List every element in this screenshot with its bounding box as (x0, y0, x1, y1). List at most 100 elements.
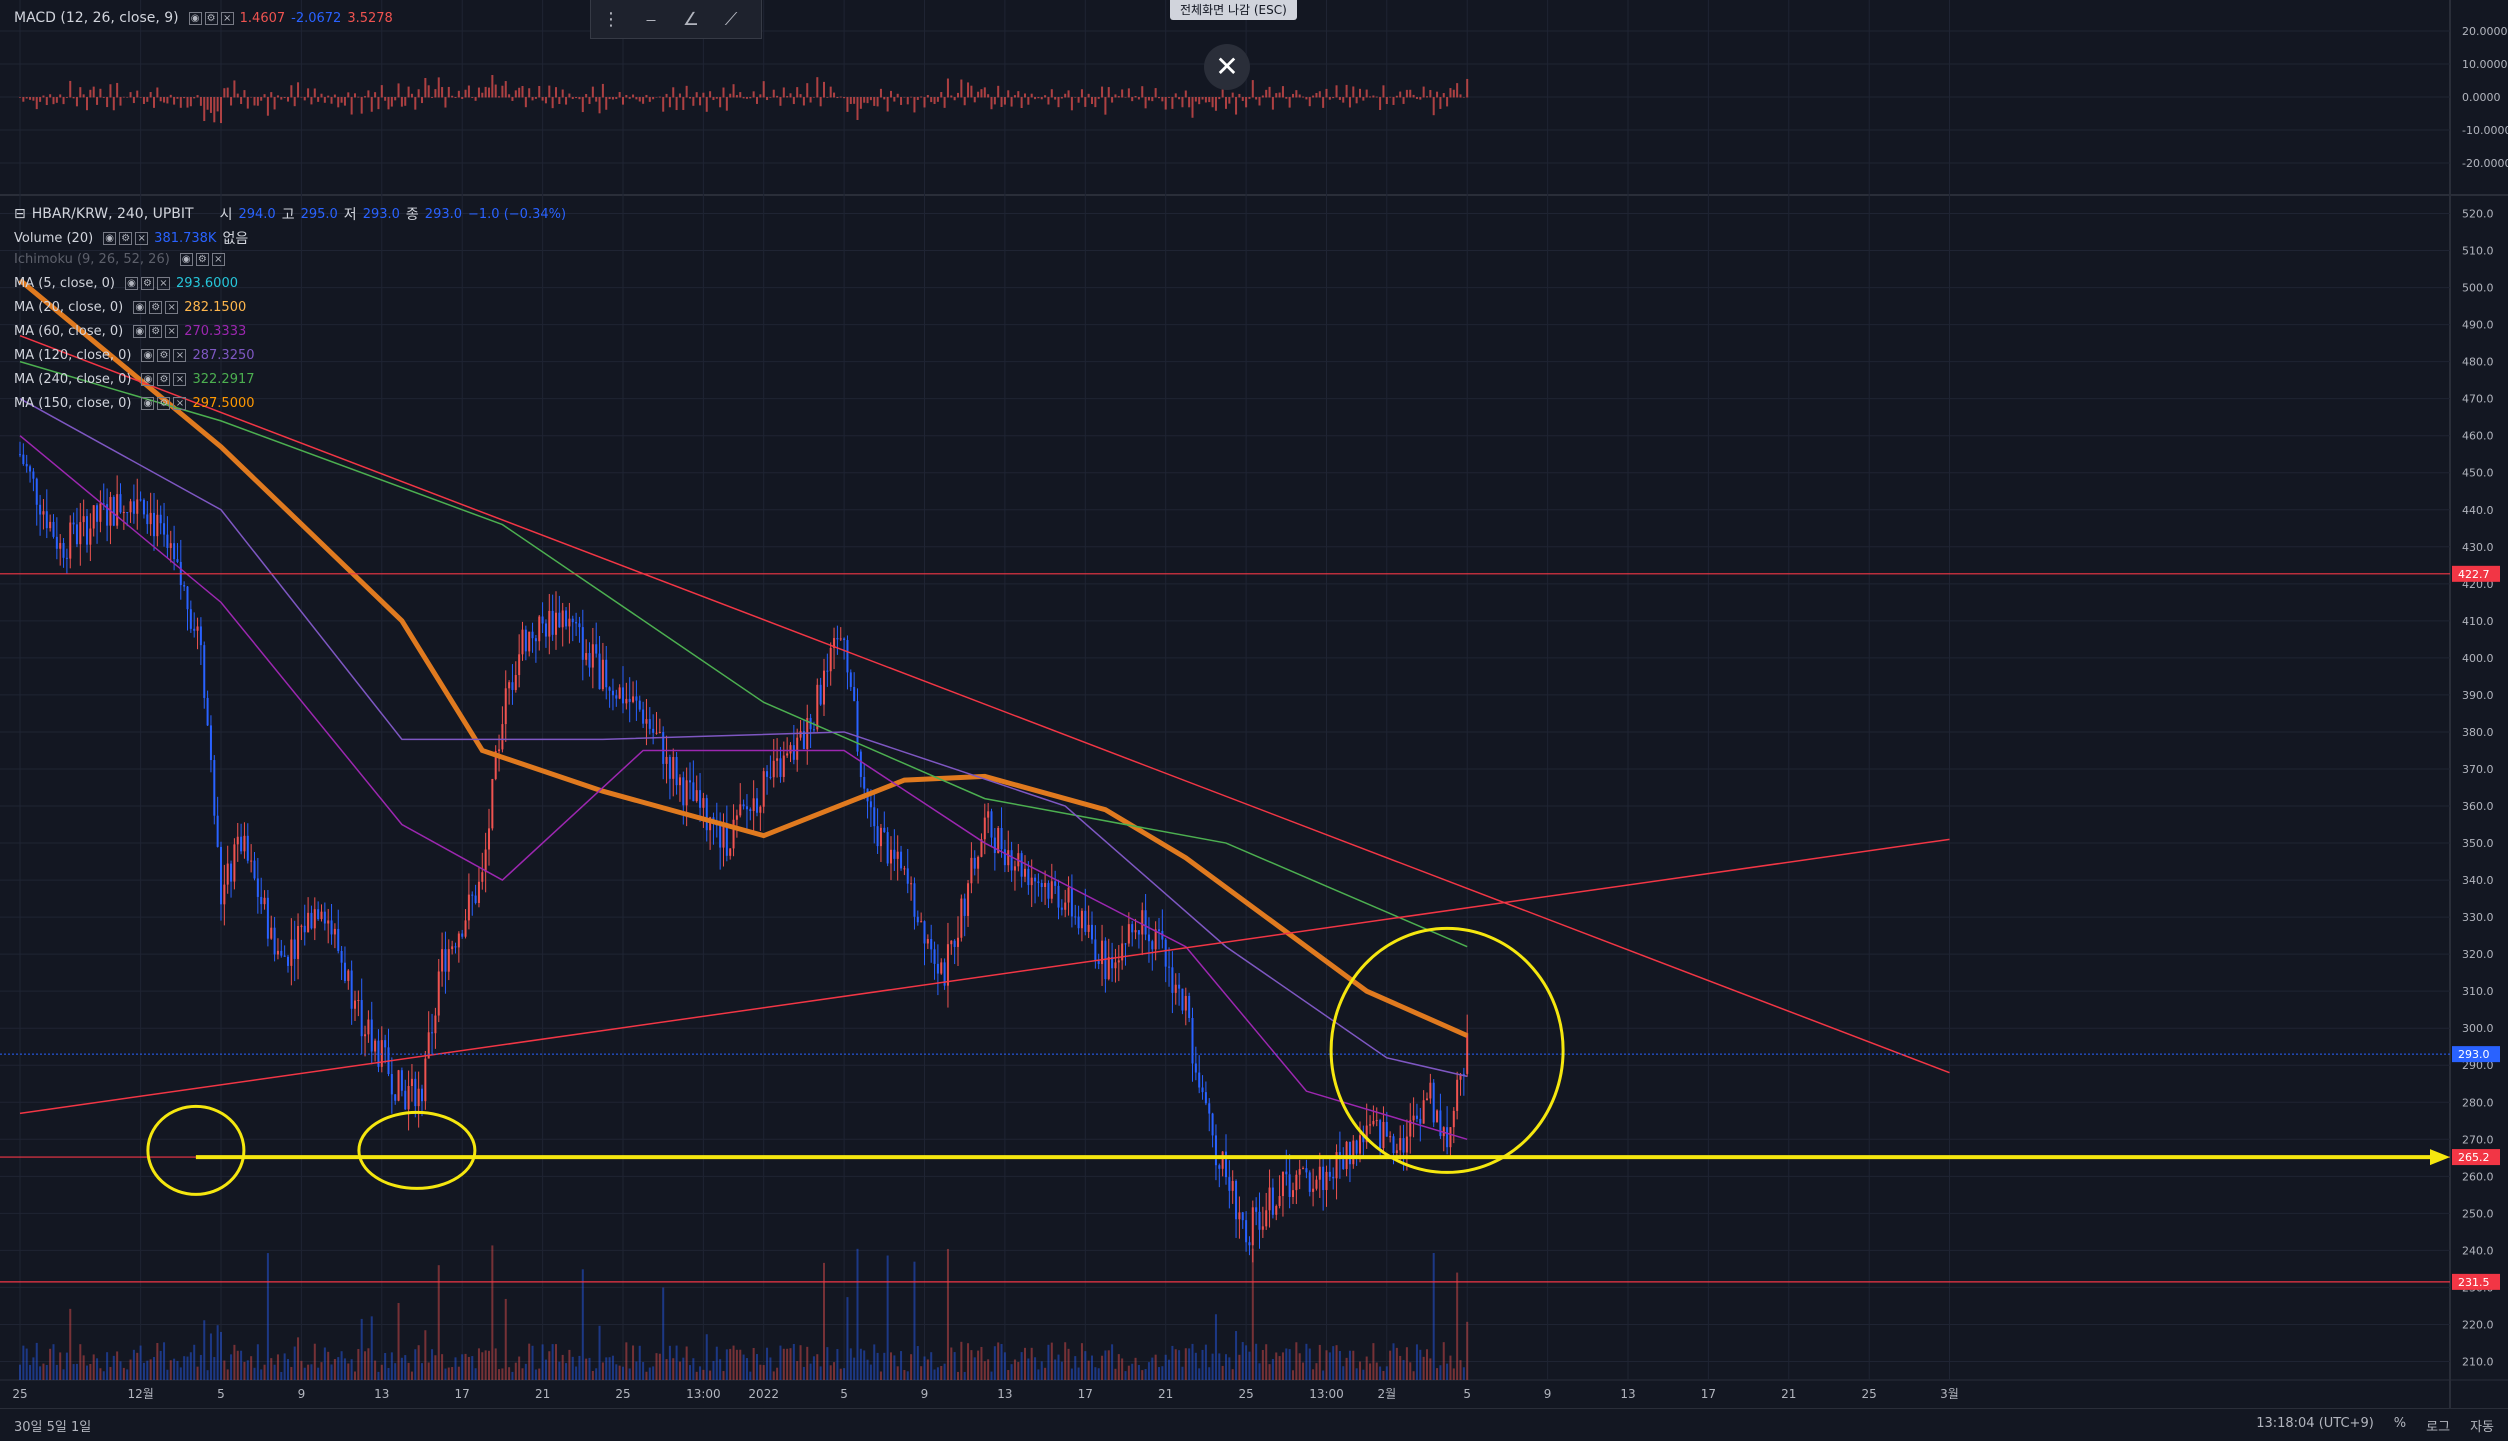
volume-bar (1322, 1370, 1325, 1380)
candle-body (990, 811, 993, 838)
candle-body (1054, 881, 1057, 886)
volume-bar (1245, 1345, 1248, 1380)
macd-hist-bar (136, 90, 139, 98)
candle-body (1298, 1169, 1301, 1175)
ray-icon[interactable]: ⟋ (724, 8, 738, 30)
macd-hist-bar (822, 81, 826, 98)
indicator-controls[interactable]: ◉ ⚙ × (179, 253, 225, 266)
macd-hist-bar (350, 97, 353, 115)
macd-hist-bar (1070, 97, 1073, 111)
volume-bar (142, 1362, 145, 1380)
macd-hist-bar (236, 93, 239, 98)
macd-hist-bar (1157, 97, 1161, 99)
symbol-label[interactable]: HBAR/KRW, 240, UPBIT (31, 206, 194, 222)
macd-hist-bar (1184, 90, 1187, 98)
macd-tick-label: -20.0000 (2462, 157, 2508, 170)
macd-hist-bar (866, 97, 869, 104)
volume-bar (1399, 1355, 1402, 1380)
auto-toggle[interactable]: 자동 (2470, 1419, 2494, 1435)
macd-hist-bar (903, 96, 906, 98)
candle-body (1121, 943, 1124, 961)
volume-bar (414, 1349, 417, 1380)
candle-body (829, 647, 832, 672)
volume-bar (286, 1359, 290, 1380)
volume-bar (886, 1255, 889, 1380)
indicator-controls[interactable]: ◉ ⚙ × (141, 349, 187, 362)
macd-hist-bar (967, 82, 970, 98)
indicator-row[interactable]: Ichimoku (9, 26, 52, 26) ◉ ⚙ × (14, 252, 231, 267)
volume-bar (233, 1344, 236, 1380)
indicator-controls[interactable]: ◉ ⚙ × (141, 397, 187, 410)
indicator-row[interactable]: MA (20, close, 0) ◉ ⚙ × 282.1500 (14, 300, 246, 315)
volume-bar (1335, 1345, 1338, 1380)
candle-body (1020, 853, 1023, 877)
volume-bar (1164, 1354, 1167, 1380)
macd-hist-bar (156, 87, 159, 98)
collapse-icon[interactable]: ⊟ (14, 206, 26, 222)
volume-bar (209, 1333, 212, 1380)
indicator-row[interactable]: MA (5, close, 0) ◉ ⚙ × 293.6000 (14, 276, 238, 291)
candle-body (1238, 1212, 1241, 1220)
candle-body (920, 921, 923, 923)
candle-body (859, 751, 862, 777)
timeframe-buttons[interactable]: 30일 5일 1일 (14, 1419, 92, 1435)
macd-hist-bar (712, 97, 715, 101)
macd-hist-bar (1238, 93, 1241, 98)
indicator-row[interactable]: Volume (20) ◉ ⚙ × 381.738K 없음 (14, 228, 248, 248)
macd-hist-bar (963, 97, 966, 106)
macd-hist-bar (1278, 92, 1281, 98)
volume-bar (45, 1365, 48, 1380)
macd-hist-bar (618, 92, 621, 98)
candle-body (330, 920, 333, 935)
indicator-controls[interactable]: ◉ ⚙ × (141, 373, 187, 386)
settings-icon: ⚙ (149, 325, 163, 338)
macd-hist-bar (1151, 97, 1154, 102)
candle-body (230, 863, 233, 882)
volume-bar (695, 1371, 698, 1380)
macd-hist-bar (635, 97, 638, 100)
close-fullscreen-button[interactable]: ✕ (1204, 44, 1250, 90)
macd-controls[interactable]: ◉ ⚙ × (188, 11, 234, 25)
volume-bar (946, 1248, 949, 1380)
volume-bar (1060, 1361, 1063, 1380)
macd-hist-bar (672, 87, 675, 98)
trend-angle-icon[interactable]: ∠ (682, 8, 700, 30)
indicator-controls[interactable]: ◉ ⚙ × (124, 277, 170, 290)
candle-body (518, 654, 521, 676)
indicator-controls[interactable]: ◉ ⚙ × (133, 325, 179, 338)
volume-bar (1278, 1356, 1281, 1380)
indicator-controls[interactable]: ◉ ⚙ × (133, 301, 179, 314)
indicator-row[interactable]: MA (150, close, 0) ◉ ⚙ × 297.5000 (14, 396, 255, 411)
macd-hist-bar (65, 97, 68, 98)
percent-toggle[interactable]: % (2393, 1415, 2407, 1431)
macd-hist-bar (755, 97, 759, 104)
candle-body (1144, 910, 1147, 935)
fullscreen-exit-hint[interactable]: 전체화면 나감 (ESC) (1170, 0, 1297, 20)
candle-body (410, 1078, 413, 1087)
macd-hist-bar (263, 94, 266, 98)
volume-bar (652, 1366, 655, 1380)
macd-hist-bar (99, 88, 102, 98)
horizontal-line-icon[interactable]: ⎯ (646, 8, 656, 30)
indicator-row[interactable]: MA (240, close, 0) ◉ ⚙ × 322.2917 (14, 372, 255, 387)
candle-body (35, 478, 38, 505)
macd-hist-bar (873, 97, 876, 106)
volume-bar (953, 1352, 956, 1380)
candle-body (869, 801, 872, 808)
candle-body (956, 937, 960, 947)
indicator-row[interactable]: MA (60, close, 0) ◉ ⚙ × 270.3333 (14, 324, 246, 339)
log-toggle[interactable]: 로그 (2426, 1419, 2451, 1435)
macd-hist-bar (779, 97, 782, 106)
indicator-row[interactable]: MA (120, close, 0) ◉ ⚙ × 287.3250 (14, 348, 255, 363)
indicator-controls[interactable]: ◉ ⚙ × (103, 231, 149, 245)
volume-bar (397, 1302, 400, 1380)
candle-body (504, 688, 507, 725)
candles (18, 441, 1469, 1263)
ma-line (18, 278, 1469, 1038)
volume-bar (89, 1363, 92, 1380)
candle-body (1231, 1180, 1234, 1191)
macd-hist-bar (1419, 97, 1422, 100)
drag-handle-icon[interactable]: ⋮ (602, 8, 620, 30)
macd-hist-bar (943, 97, 946, 108)
